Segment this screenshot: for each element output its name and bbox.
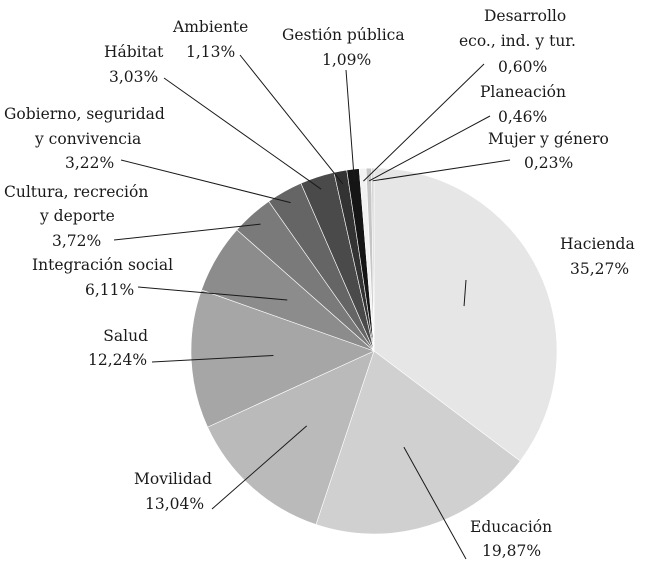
label-desarrollo-name-line2: eco., ind. y tur. <box>459 32 576 50</box>
label-mujer-value: 0,23% <box>524 154 573 172</box>
label-cultura-value: 3,72% <box>52 232 101 250</box>
pie-slice-mujer-y-genero <box>371 167 375 352</box>
leader-line-integracion-social <box>137 286 288 301</box>
label-gestion-value: 1,09% <box>322 51 371 69</box>
label-habitat-value: 3,03% <box>109 68 158 86</box>
label-cultura-name-line1: Cultura, recreción <box>4 183 148 201</box>
pie-slice-salud <box>190 289 375 428</box>
leader-line-habitat <box>163 77 322 190</box>
leader-line-desarrollo-eco-ind-y-tur <box>363 63 485 182</box>
leader-line-salud <box>151 354 274 363</box>
leader-line-educacion <box>403 446 467 560</box>
leader-line-gobierno-seguridad-y-convivencia <box>120 159 291 204</box>
label-hacienda-name: Hacienda <box>560 235 635 253</box>
label-planeacion-name: Planeación <box>480 83 566 101</box>
label-cultura-name-line2: y deporte <box>39 207 115 225</box>
label-planeacion-value: 0,46% <box>498 108 547 126</box>
label-gestion-name: Gestión pública <box>282 26 405 44</box>
pie-slice-educacion <box>315 350 521 535</box>
label-movilidad-name: Movilidad <box>134 470 212 488</box>
label-movilidad-value: 13,04% <box>145 495 204 513</box>
label-integracion-value: 6,11% <box>85 281 134 299</box>
leader-line-gestion-publica <box>345 69 355 182</box>
label-hacienda-value: 35,27% <box>570 260 629 278</box>
label-salud-value: 12,24% <box>88 351 147 369</box>
pie-slice-hacienda <box>373 167 558 462</box>
pie-slice-movilidad <box>207 350 375 525</box>
label-salud-name: Salud <box>103 327 148 345</box>
leader-line-cultura-recrecion-y-deporte <box>113 223 261 241</box>
leader-line-planeacion <box>368 115 491 182</box>
leader-lines <box>113 54 511 560</box>
label-gobierno-value: 3,22% <box>65 154 114 172</box>
label-mujer-name: Mujer y género <box>488 130 609 148</box>
label-educacion-name: Educación <box>470 518 552 536</box>
label-habitat-name: Hábitat <box>104 43 164 61</box>
leader-line-hacienda <box>463 279 467 307</box>
label-desarrollo-value: 0,60% <box>498 58 547 76</box>
label-gobierno-name-line2: y convivencia <box>34 130 141 148</box>
pie-slices <box>190 167 558 535</box>
label-ambiente-name: Ambiente <box>172 18 248 36</box>
leader-line-mujer-y-genero <box>372 159 511 182</box>
label-integracion-name: Integración social <box>32 256 173 274</box>
leader-line-ambiente <box>239 54 344 185</box>
label-ambiente-value: 1,13% <box>186 43 235 61</box>
label-gobierno-name-line1: Gobierno, seguridad <box>4 105 165 123</box>
label-educacion-value: 19,87% <box>482 542 541 560</box>
leader-line-movilidad <box>211 425 308 510</box>
label-desarrollo-name-line1: Desarrollo <box>484 7 566 25</box>
